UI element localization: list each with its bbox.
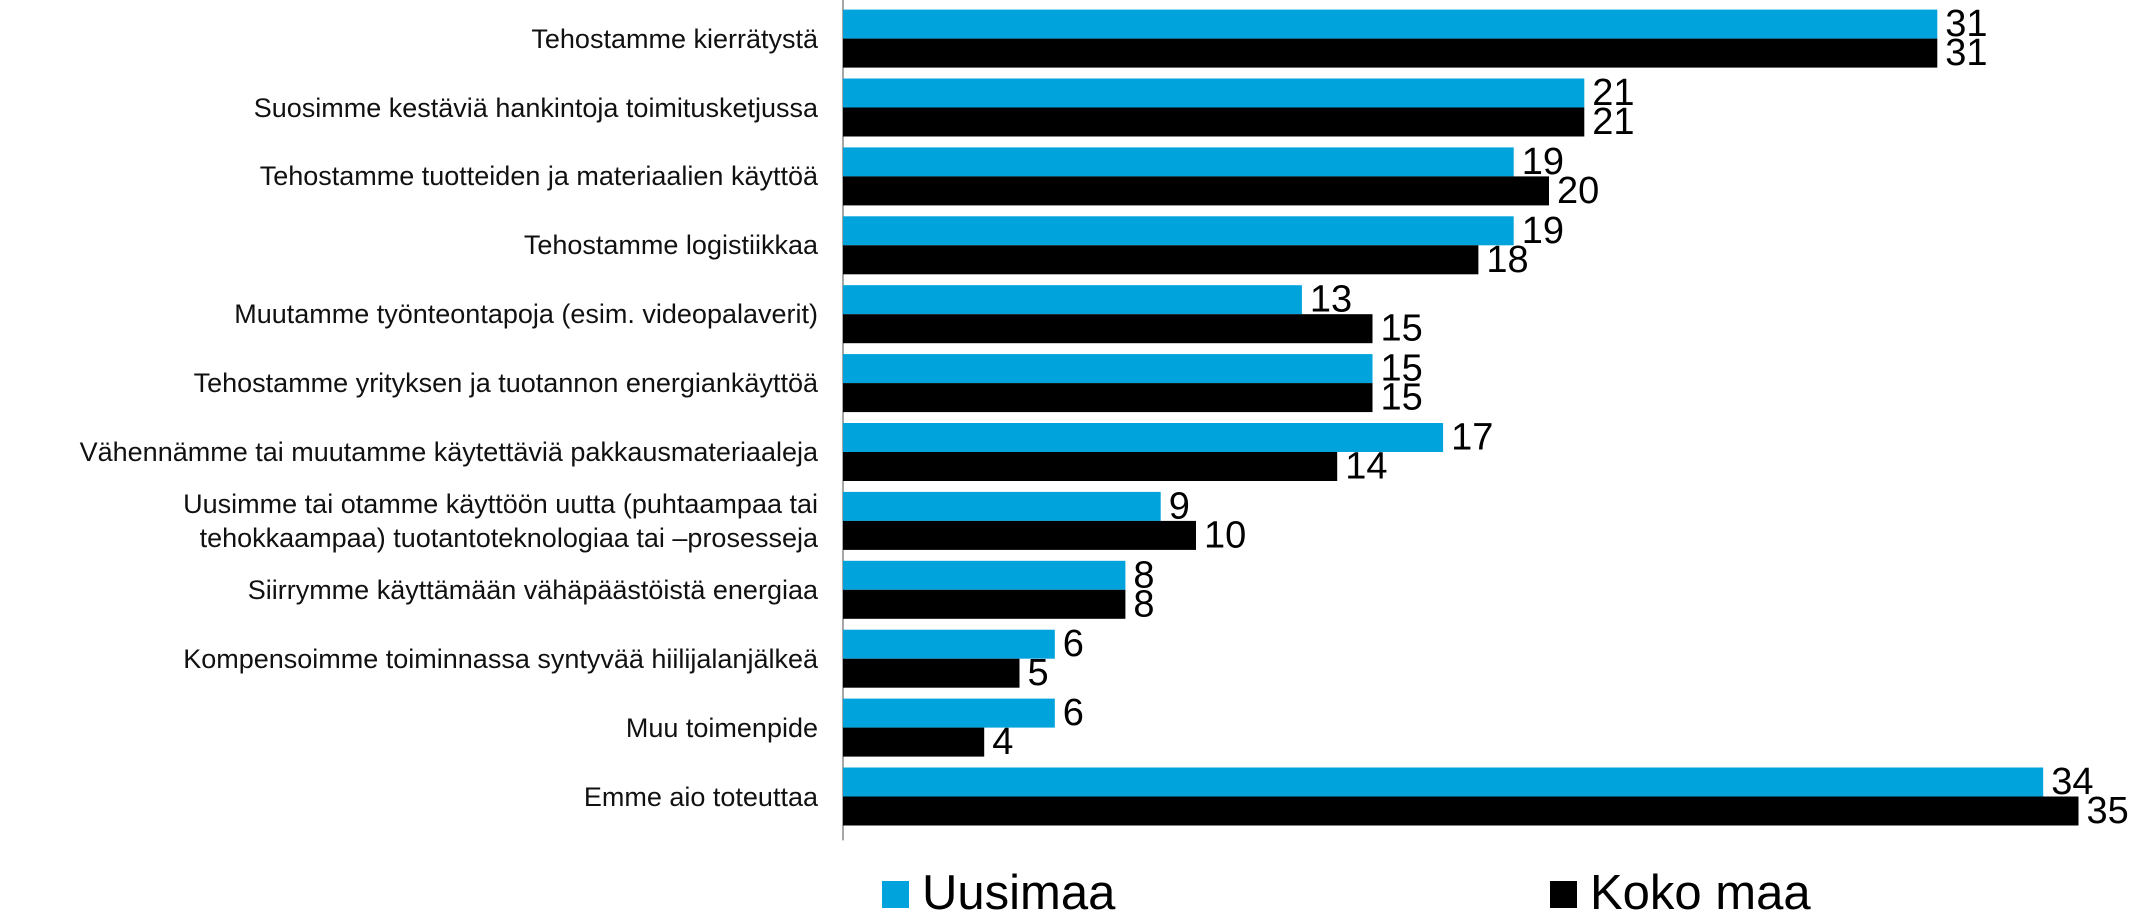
data-label: 13 (1310, 279, 1352, 321)
data-label: 9 (1169, 485, 1190, 527)
legend-swatch (1550, 881, 1577, 908)
bar (843, 38, 1938, 68)
data-label: 15 (1381, 308, 1423, 350)
category-label: Emme aio toteuttaa (583, 781, 818, 812)
category-label: Vähennämme tai muutamme käytettäviä pakk… (79, 437, 818, 467)
data-label: 14 (1345, 446, 1387, 488)
data-label: 10 (1204, 514, 1246, 556)
legend-label: Koko maa (1590, 866, 1811, 917)
bar (843, 383, 1373, 413)
category-label: Kompensoimme toiminnassa syntyvää hiilij… (183, 643, 818, 674)
bar (843, 423, 1444, 452)
bar (843, 285, 1302, 315)
bar (843, 629, 1055, 659)
data-label: 5 (1028, 652, 1049, 694)
category-label: Uusimme tai otamme käyttöön uutta (puhta… (183, 488, 818, 553)
category-label: Siirrymme käyttämään vähäpäästöistä ener… (247, 574, 818, 605)
bar (843, 796, 2079, 826)
bar (843, 658, 1020, 688)
bar (843, 520, 1196, 550)
bar (843, 560, 1126, 590)
category-label: Tehostamme tuotteiden ja materiaalien kä… (259, 161, 818, 192)
bar (843, 314, 1373, 344)
data-label: 8 (1133, 583, 1154, 625)
data-label: 20 (1557, 170, 1599, 212)
category-label: Tehostamme logistiikkaa (523, 230, 818, 261)
category-label: Muutamme työnteontapoja (esim. videopala… (234, 299, 818, 330)
data-label: 15 (1381, 377, 1423, 419)
category-label: Tehostamme kierrätystä (531, 23, 818, 54)
bar (843, 9, 1938, 39)
bar (843, 589, 1126, 619)
data-label: 4 (992, 721, 1013, 763)
category-label: Tehostamme yrityksen ja tuotannon energi… (193, 368, 818, 399)
data-label: 21 (1592, 101, 1634, 143)
bar (843, 767, 2044, 797)
legend-label: Uusimaa (922, 866, 1116, 917)
data-label: 18 (1486, 239, 1528, 281)
data-label: 6 (1063, 692, 1084, 734)
data-label: 31 (1945, 32, 1987, 74)
data-label: 35 (2087, 790, 2129, 832)
bar (843, 698, 1055, 728)
category-label: Muu toimenpide (625, 712, 818, 743)
data-label: 15 (1381, 348, 1423, 390)
data-label: 19 (1522, 210, 1564, 252)
data-label: 6 (1063, 623, 1084, 665)
legend-swatch (882, 881, 909, 908)
data-label: 19 (1522, 141, 1564, 183)
category-label: Suosimme kestäviä hankintoja toimitusket… (253, 92, 818, 123)
bar (843, 491, 1161, 521)
data-label: 31 (1945, 3, 1987, 45)
bar (843, 147, 1514, 177)
bar (843, 78, 1585, 108)
bar (843, 176, 1549, 206)
data-label: 17 (1451, 417, 1493, 459)
bar (843, 245, 1479, 275)
data-label: 34 (2051, 761, 2093, 803)
data-label: 21 (1592, 72, 1634, 114)
bar (843, 107, 1585, 137)
bar (843, 727, 985, 757)
bar (843, 354, 1373, 384)
data-label: 8 (1133, 554, 1154, 596)
bar (843, 216, 1514, 246)
bar (843, 452, 1338, 481)
